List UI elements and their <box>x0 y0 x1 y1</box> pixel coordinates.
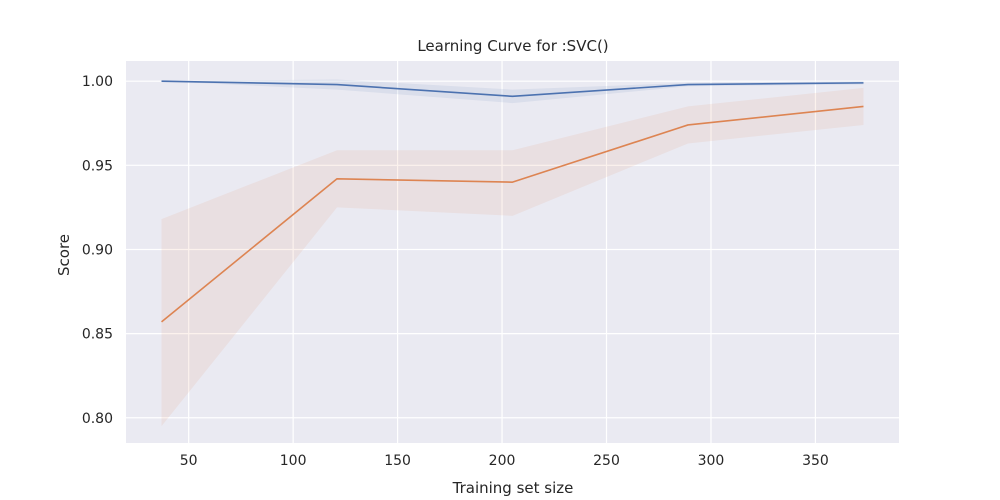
x-tick-label: 50 <box>180 453 198 469</box>
y-tick-label: 1.00 <box>82 74 113 90</box>
series-lines <box>161 80 864 323</box>
chart-title: Learning Curve for :SVC() <box>417 37 608 55</box>
x-tick-label: 350 <box>802 453 829 469</box>
x-tick-labels: 50 100 150 200 250 300 350 <box>180 453 829 469</box>
series-line-1 <box>161 80 864 98</box>
x-tick-label: 100 <box>280 453 307 469</box>
x-tick-label: 200 <box>489 453 516 469</box>
y-tick-label: 0.80 <box>82 411 113 427</box>
series-line-2 <box>161 105 864 323</box>
grid-lines <box>126 61 899 443</box>
y-tick-label: 0.90 <box>82 242 113 258</box>
plot-area <box>126 61 899 443</box>
confidence-band-1 <box>161 79 864 104</box>
x-tick-label: 150 <box>384 453 411 469</box>
confidence-bands <box>161 79 864 427</box>
y-tick-label: 0.85 <box>82 327 113 343</box>
x-tick-label: 250 <box>593 453 620 469</box>
y-axis-label: Score <box>55 234 73 276</box>
x-axis-label: Training set size <box>452 479 574 497</box>
y-tick-label: 0.95 <box>82 158 113 174</box>
x-tick-label: 300 <box>698 453 725 469</box>
confidence-band-2 <box>161 87 864 427</box>
y-tick-labels: 0.80 0.85 0.90 0.95 1.00 <box>82 74 113 427</box>
